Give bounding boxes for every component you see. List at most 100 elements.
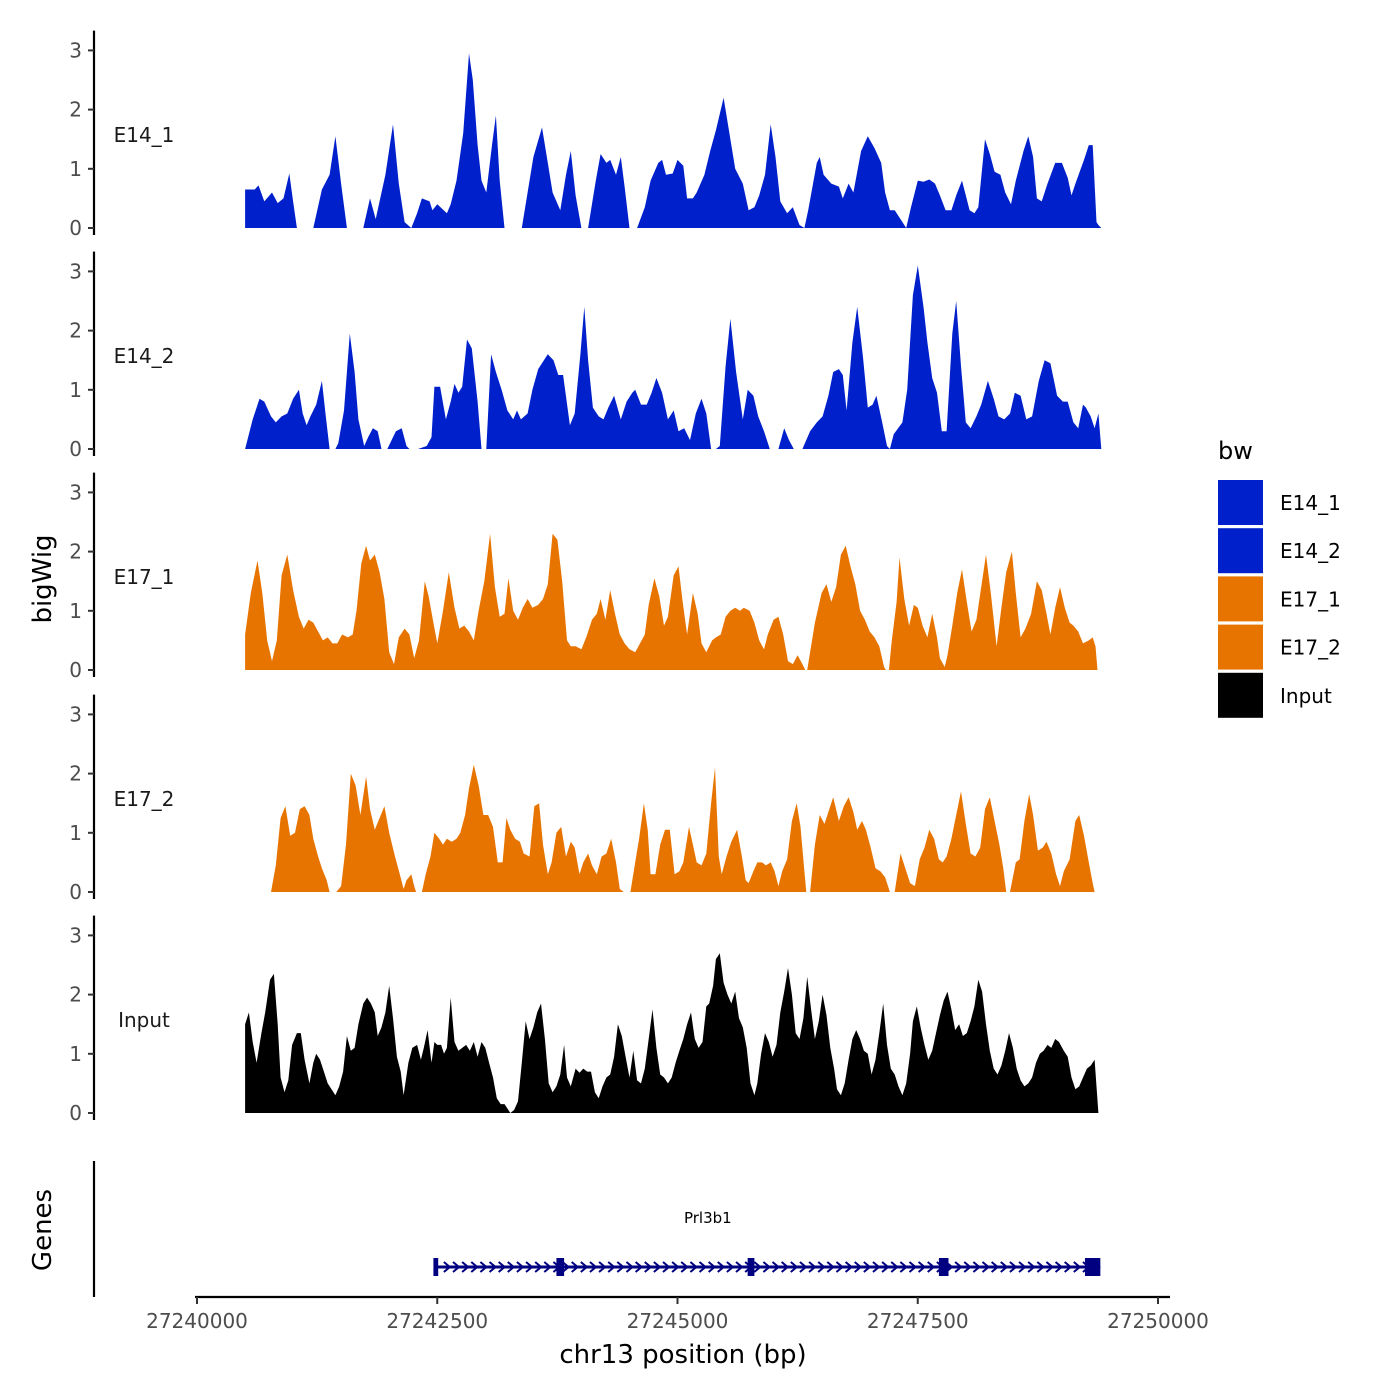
y-axis-title: bigWig: [28, 534, 58, 623]
legend-label: E17_2: [1280, 636, 1341, 660]
strand-chevron: [854, 1261, 863, 1273]
strand-chevron: [662, 1261, 671, 1273]
strand-chevron: [525, 1261, 534, 1273]
strand-chevron: [1000, 1261, 1009, 1273]
y-tick-label: 3: [69, 259, 82, 283]
y-tick-label: 2: [69, 983, 82, 1007]
strand-chevron: [580, 1261, 589, 1273]
track-panel-E17_2: 0 1 2 3 E17_2: [69, 694, 1095, 904]
legend-label: E14_1: [1280, 491, 1341, 515]
y-tick-label: 3: [69, 702, 82, 726]
strand-chevron: [1045, 1261, 1054, 1273]
legend-swatch: [1218, 576, 1263, 622]
strand-chevron: [616, 1261, 625, 1273]
legend-item-E17_1: E17_1: [1218, 576, 1341, 622]
strand-chevron: [890, 1261, 899, 1273]
y-tick-label: 2: [69, 762, 82, 786]
strand-chevron: [1036, 1261, 1045, 1273]
strand-chevron: [534, 1261, 543, 1273]
strand-chevron: [1018, 1261, 1027, 1273]
coverage-area-E17_1: [245, 533, 1098, 670]
y-tick-label: 2: [69, 319, 82, 343]
legend-title: bw: [1218, 437, 1253, 465]
legend-swatch: [1218, 480, 1263, 525]
strand-chevron: [899, 1261, 908, 1273]
strand-chevron: [470, 1261, 479, 1273]
legend-swatch: [1218, 672, 1263, 718]
strand-chevron: [817, 1261, 826, 1273]
strand-chevron: [835, 1261, 844, 1273]
strand-chevron: [452, 1261, 461, 1273]
panel-label-E14_1: E14_1: [114, 123, 175, 147]
strand-chevron: [443, 1261, 452, 1273]
x-tick-label: 27250000: [1107, 1309, 1209, 1333]
y-tick-label: 0: [69, 216, 82, 240]
y-tick-label: 0: [69, 437, 82, 461]
gene-exon: [1084, 1258, 1101, 1276]
coverage-area-E14_2: [245, 265, 1102, 449]
legend-item-E14_2: E14_2: [1218, 528, 1341, 574]
coverage-area-Input: [245, 953, 1099, 1113]
strand-chevron: [1054, 1261, 1064, 1273]
strand-chevron: [927, 1261, 936, 1273]
strand-chevron: [908, 1261, 918, 1273]
panel-label-E17_2: E17_2: [114, 787, 175, 811]
coverage-area-E17_2: [271, 764, 1095, 892]
gene-track: Prl3b1: [92, 1161, 1101, 1297]
strand-chevron: [671, 1261, 680, 1273]
y-tick-label: 1: [69, 1042, 82, 1066]
x-tick-label: 27240000: [146, 1309, 248, 1333]
panel-label-E14_2: E14_2: [114, 344, 175, 368]
strand-chevron: [507, 1261, 516, 1273]
strand-chevron: [726, 1261, 735, 1273]
strand-chevron: [963, 1261, 972, 1273]
strand-chevron: [516, 1261, 525, 1273]
legend-label: Input: [1280, 684, 1332, 708]
strand-chevron: [461, 1261, 470, 1273]
strand-chevron: [644, 1261, 653, 1273]
strand-chevron: [981, 1261, 991, 1273]
strand-chevron: [781, 1261, 790, 1273]
gene-track-title: Genes: [28, 1189, 58, 1271]
strand-chevron: [689, 1261, 698, 1273]
strand-chevron: [1073, 1261, 1082, 1273]
strand-chevron: [698, 1261, 708, 1273]
track-panel-Input: 0 1 2 3 Input: [69, 915, 1099, 1125]
y-tick-label: 0: [69, 880, 82, 904]
strand-chevron: [634, 1261, 644, 1273]
track-panel-E17_1: 0 1 2 3 E17_1: [69, 472, 1098, 682]
legend-item-Input: Input: [1218, 672, 1332, 718]
x-tick-label: 27247500: [867, 1309, 969, 1333]
strand-chevron: [653, 1261, 662, 1273]
panel-label-Input: Input: [118, 1008, 170, 1032]
y-tick-label: 2: [69, 98, 82, 122]
strand-chevron: [488, 1261, 498, 1273]
legend: bw E14_1 E14_2 E17_1 E17_2 Input: [1218, 437, 1341, 718]
strand-chevron: [589, 1261, 598, 1273]
strand-chevron: [625, 1261, 635, 1273]
y-tick-label: 0: [69, 1101, 82, 1125]
strand-chevron: [771, 1261, 781, 1273]
strand-chevron: [680, 1261, 689, 1273]
track-panel-E14_1: 0 1 2 3 E14_1: [69, 30, 1102, 240]
gene-exon: [433, 1258, 439, 1276]
gene-name-label: Prl3b1: [684, 1209, 732, 1227]
strand-chevron: [917, 1261, 927, 1273]
strand-chevron: [571, 1261, 580, 1273]
strand-chevron: [872, 1261, 881, 1273]
x-tick-label: 27242500: [386, 1309, 488, 1333]
legend-label: E17_1: [1280, 587, 1341, 611]
y-tick-label: 3: [69, 480, 82, 504]
strand-chevron: [607, 1261, 616, 1273]
legend-swatch: [1218, 624, 1263, 670]
strand-chevron: [972, 1261, 981, 1273]
legend-item-E17_2: E17_2: [1218, 624, 1341, 670]
track-panel-E14_2: 0 1 2 3 E14_2: [69, 251, 1102, 461]
strand-chevron: [1009, 1261, 1018, 1273]
y-tick-label: 0: [69, 658, 82, 682]
strand-chevron: [497, 1261, 507, 1273]
gene-exon: [747, 1258, 755, 1276]
x-axis: 27240000 27242500 27245000 27247500 27250000: [146, 1295, 1209, 1333]
strand-chevron: [863, 1261, 872, 1273]
gene-exon: [938, 1258, 949, 1276]
